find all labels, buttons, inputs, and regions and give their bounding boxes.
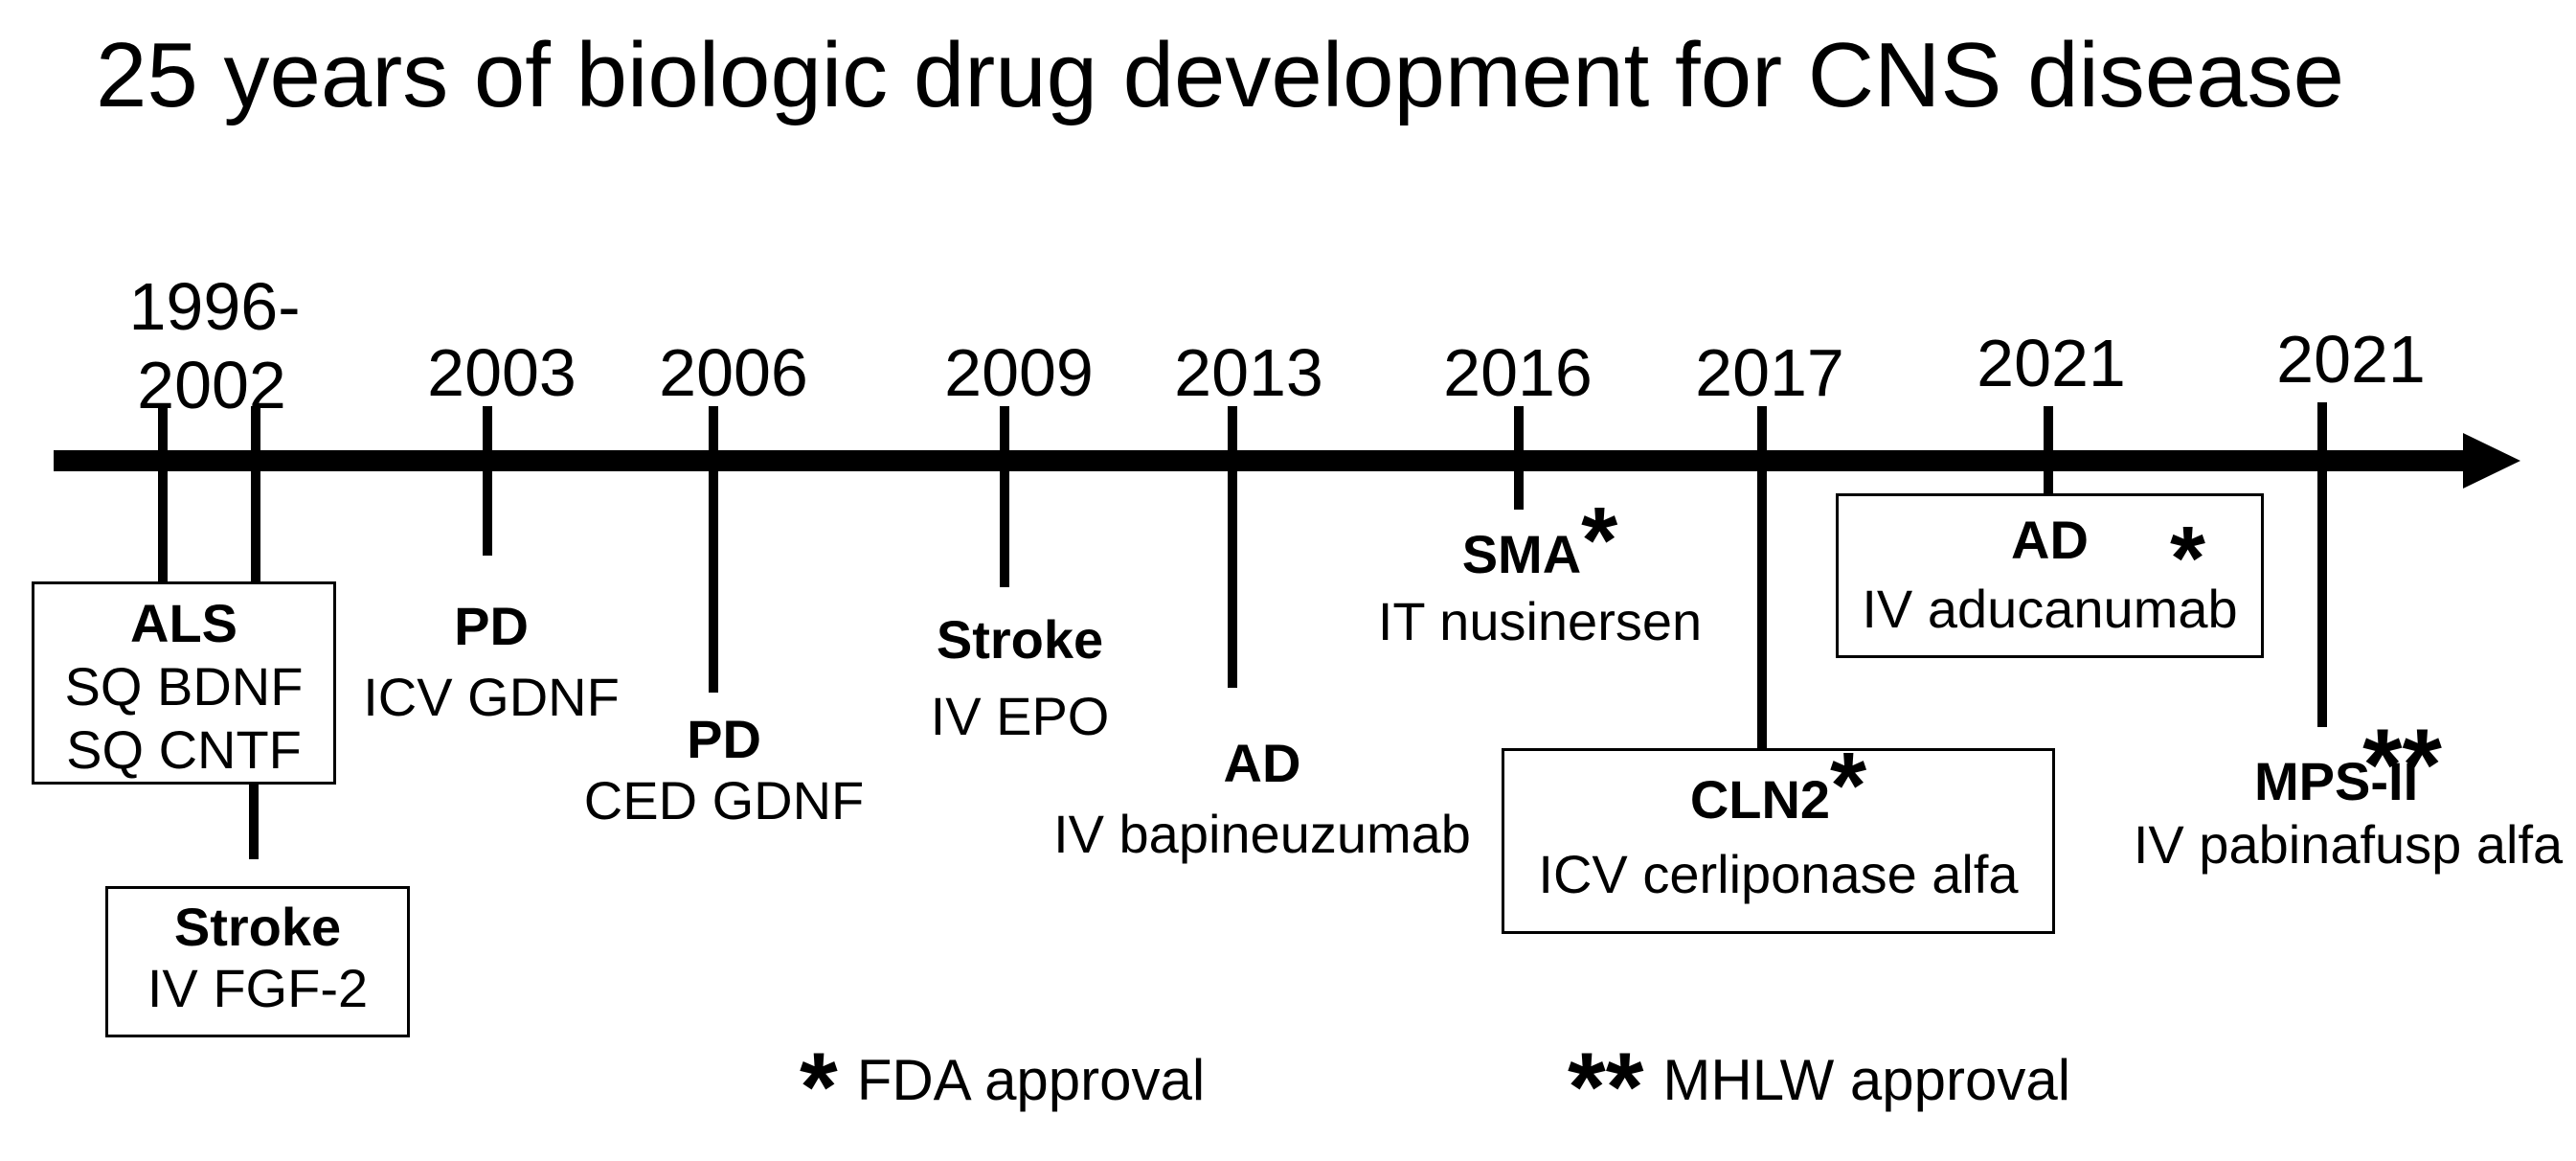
- event-route: SQ CNTF: [66, 719, 302, 780]
- year-label-2021-first: 2021: [1977, 326, 2126, 400]
- legend-label: MHLW approval: [1662, 1048, 2071, 1112]
- event-condition: PD: [687, 709, 761, 769]
- event-route: SQ BDNF: [64, 656, 304, 717]
- event-route: IV bapineuzumab: [1053, 804, 1471, 864]
- fda-approval-asterisk: *: [1581, 488, 1618, 593]
- event-condition: ALS: [130, 593, 237, 653]
- connector-als-stroke: [249, 785, 259, 859]
- event-route: IT nusinersen: [1377, 591, 1703, 651]
- event-route: IV FGF-2: [147, 958, 369, 1018]
- tick-2021-second: [2317, 402, 2327, 727]
- year-label-2009: 2009: [944, 335, 1094, 410]
- event-als-box: ALS SQ BDNF SQ CNTF: [32, 581, 336, 785]
- tick-2003: [483, 406, 492, 556]
- tick-2002: [251, 406, 260, 581]
- mhlw-approval-asterisks: **: [2362, 708, 2442, 822]
- year-label-2016: 2016: [1443, 335, 1593, 410]
- tick-2017: [1757, 406, 1767, 748]
- fda-approval-asterisk: *: [2170, 508, 2205, 609]
- page-title: 25 years of biologic drug development fo…: [96, 24, 2344, 126]
- event-mps2-2021: MPS-II** IV pabinafusp alfa: [2133, 714, 2564, 876]
- year-label-2021-second: 2021: [2276, 322, 2426, 397]
- event-pd-2003: PD ICV GDNF: [363, 591, 620, 733]
- event-condition-text: CLN2: [1689, 769, 1831, 830]
- event-condition: Stroke: [173, 897, 342, 957]
- event-condition-text: SMA: [1461, 524, 1582, 584]
- asterisk-icon: *: [800, 1033, 838, 1143]
- event-condition: AD: [2011, 510, 2089, 570]
- event-stroke-2009: Stroke IV EPO: [931, 602, 1110, 755]
- timeline-bar: [54, 450, 2474, 471]
- tick-2021-first: [2044, 406, 2053, 493]
- year-label-2003: 2003: [427, 335, 576, 410]
- event-route: CED GDNF: [583, 770, 865, 831]
- year-label-2006: 2006: [659, 335, 808, 410]
- event-route: ICV GDNF: [363, 667, 620, 727]
- legend-fda-approval: * FDA approval: [800, 1038, 1205, 1136]
- event-condition: AD: [1223, 733, 1301, 793]
- tick-2016: [1514, 406, 1524, 510]
- tick-2006: [709, 406, 718, 693]
- event-route: IV pabinafusp alfa: [2133, 814, 2564, 875]
- event-condition-text: MPS-II: [2254, 751, 2419, 811]
- event-condition: MPS-II**: [2134, 714, 2563, 815]
- event-pd-2006: PD CED GDNF: [584, 709, 864, 831]
- event-stroke-fgf2-box: Stroke IV FGF-2: [105, 886, 410, 1037]
- double-asterisk-icon: **: [1568, 1033, 1644, 1143]
- arrowhead-icon: [2463, 433, 2520, 489]
- event-route: IV aducanumab: [1862, 579, 2238, 639]
- year-label-1996: 1996-: [128, 269, 301, 344]
- event-cln2-box: CLN2* ICV cerliponase alfa: [1502, 739, 2055, 934]
- event-route: ICV cerliponase alfa: [1538, 844, 2019, 904]
- event-condition: PD: [454, 596, 529, 656]
- event-condition: SMA*: [1378, 493, 1702, 588]
- event-ad-2013: AD IV bapineuzumab: [1053, 728, 1471, 870]
- event-condition: CLN2*: [1504, 739, 2052, 837]
- event-condition: Stroke: [936, 609, 1104, 670]
- fda-approval-asterisk: *: [1830, 733, 1867, 838]
- event-sma-2016: SMA* IT nusinersen: [1377, 493, 1703, 655]
- tick-1996: [158, 406, 168, 581]
- event-route: IV EPO: [930, 686, 1110, 746]
- year-label-2013: 2013: [1174, 335, 1323, 410]
- tick-2009: [1000, 406, 1009, 587]
- event-ad-aducanumab-box: AD * IV aducanumab: [1836, 493, 2264, 658]
- year-label-2017: 2017: [1695, 335, 1844, 410]
- legend-mhlw-approval: ** MHLW approval: [1568, 1038, 2070, 1136]
- legend-label: FDA approval: [856, 1048, 1206, 1112]
- tick-2013: [1228, 406, 1237, 688]
